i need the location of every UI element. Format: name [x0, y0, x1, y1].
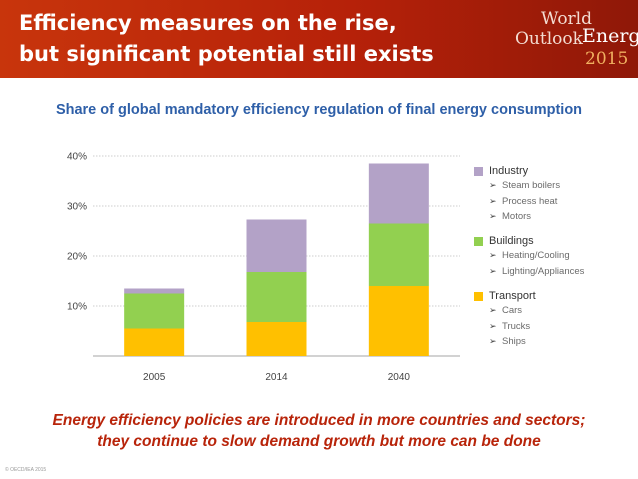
- bar-segment-transport: [124, 328, 185, 356]
- legend-group-industry: Industry ➢ Steam boilers ➢ Process heat ➢ Moto…: [474, 164, 560, 225]
- legend-subitem: ➢ Steam boilers: [474, 178, 560, 194]
- title-banner: Efficiency measures on the rise, but sig…: [0, 0, 638, 78]
- y-tick-label: 20%: [67, 252, 87, 263]
- bar-segment-buildings: [124, 293, 185, 329]
- bar-segment-industry: [124, 288, 185, 294]
- legend-subitem: ➢ Cars: [474, 303, 530, 319]
- bar-segment-transport: [368, 286, 429, 356]
- legend-swatch: [474, 167, 483, 176]
- legend-subitem: ➢ Lighting/Appliances: [474, 264, 584, 280]
- logo-word-energy: Energy: [582, 25, 638, 47]
- weo-logo: World Outlook Energy 2015: [505, 9, 638, 73]
- slide-caption: Energy efficiency policies are introduce…: [0, 410, 638, 452]
- caption-line1: Energy efficiency policies are introduce…: [52, 412, 586, 429]
- bar-segment-buildings: [368, 223, 429, 286]
- legend-subitem-label: Process heat: [502, 195, 558, 207]
- arrow-bullet-icon: ➢: [489, 305, 497, 315]
- arrow-bullet-icon: ➢: [489, 211, 497, 221]
- x-tick-label: 2005: [143, 372, 166, 383]
- legend-subitem-label: Heating/Cooling: [502, 250, 570, 261]
- legend-label: Transport: [489, 290, 536, 302]
- legend-subitem-label: Cars: [502, 305, 523, 316]
- legend-subitem-label: Motors: [502, 211, 532, 222]
- bar-segment-transport: [246, 322, 307, 356]
- legend-entry: Buildings: [474, 234, 584, 248]
- arrow-bullet-icon: ➢: [489, 265, 497, 276]
- legend-subitem-label: Lighting/Appliances: [502, 265, 585, 277]
- slide-title: Efficiency measures on the rise, but sig…: [19, 8, 489, 70]
- y-tick-label: 10%: [67, 302, 87, 313]
- legend-group-transport: Transport ➢ Cars ➢ Trucks ➢ Ships: [474, 289, 536, 350]
- chart-title: Share of global mandatory efficiency reg…: [55, 102, 583, 118]
- legend-swatch: [474, 237, 483, 246]
- legend-subitem-label: Steam boilers: [502, 180, 561, 191]
- bar-segment-industry: [368, 163, 429, 224]
- legend-subitem: ➢ Heating/Cooling: [474, 248, 584, 264]
- arrow-bullet-icon: ➢: [489, 320, 497, 331]
- x-tick-label: 2040: [388, 372, 411, 383]
- arrow-bullet-icon: ➢: [489, 195, 497, 206]
- caption-line2: they continue to slow demand growth but …: [97, 433, 541, 450]
- bar-segment-buildings: [246, 272, 307, 322]
- legend-subitem: ➢ Trucks: [474, 319, 530, 335]
- logo-word-world: World: [541, 9, 592, 29]
- legend-entry: Industry: [474, 164, 560, 178]
- legend-entry: Transport: [474, 289, 536, 303]
- legend-subitem-label: Trucks: [502, 320, 531, 332]
- legend-label: Industry: [489, 165, 529, 177]
- arrow-bullet-icon: ➢: [489, 250, 497, 260]
- logo-year: 2015: [585, 49, 629, 69]
- slide-title-line1: Efficiency measures on the rise,: [19, 11, 397, 35]
- y-tick-label: 30%: [67, 202, 87, 213]
- legend-subitem: ➢ Motors: [474, 209, 560, 225]
- arrow-bullet-icon: ➢: [489, 180, 497, 190]
- legend-label: Buildings: [489, 235, 534, 247]
- legend-swatch: [474, 292, 483, 301]
- slide-title-line2: but significant potential still exists: [19, 42, 434, 66]
- logo-word-outlook: Outlook: [515, 29, 583, 49]
- legend-group-buildings: Buildings ➢ Heating/Cooling ➢ Lighting/Appli…: [474, 234, 584, 279]
- legend-subitem: ➢ Ships: [474, 334, 530, 350]
- legend-subitem: ➢ Process heat: [474, 194, 560, 210]
- bar-segment-industry: [246, 219, 307, 272]
- x-tick-label: 2014: [265, 372, 288, 383]
- arrow-bullet-icon: ➢: [489, 336, 497, 346]
- copyright-notice: © OECD/IEA 2015: [5, 467, 47, 473]
- legend-subitem-label: Ships: [502, 336, 526, 347]
- y-tick-label: 40%: [67, 152, 87, 163]
